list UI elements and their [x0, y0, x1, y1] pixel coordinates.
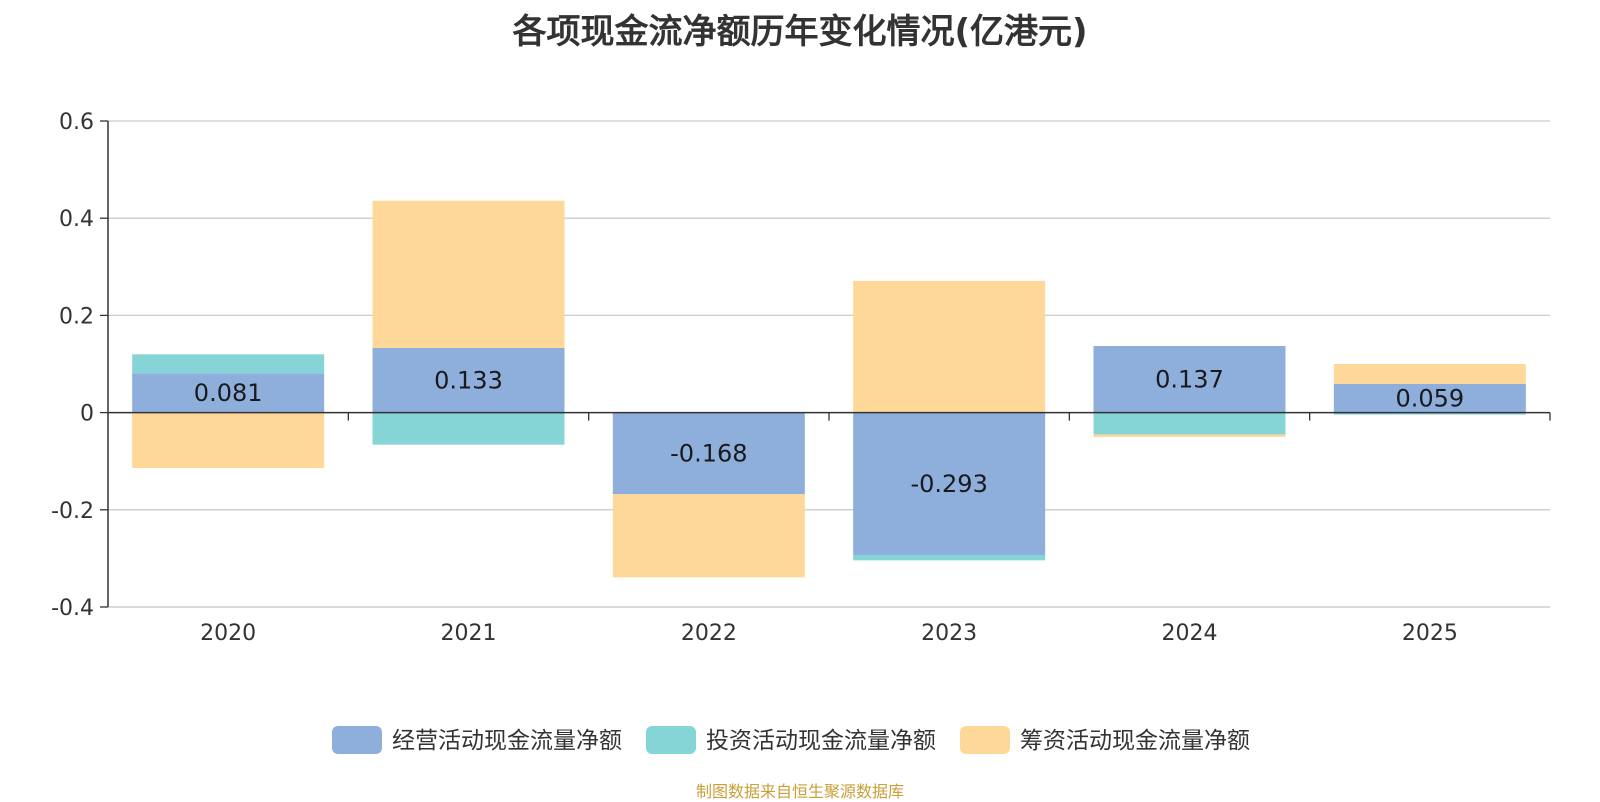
- data-label: 0.059: [1395, 384, 1464, 412]
- x-tick-label: 2020: [200, 621, 256, 646]
- bar-segment: [853, 280, 1046, 413]
- bar-segment: [132, 373, 325, 413]
- bar-segment: [372, 347, 565, 413]
- bars-layer: [132, 200, 1526, 578]
- grid-layer: [108, 120, 1550, 608]
- x-tick-label: 2023: [921, 621, 977, 646]
- source-note: 制图数据来自恒生聚源数据库: [695, 782, 904, 801]
- bar-segment: [1093, 412, 1286, 435]
- legend-swatch: [646, 726, 696, 754]
- bar-segment: [1333, 412, 1526, 415]
- bar-segment: [132, 354, 325, 374]
- y-tick-label: 0.2: [59, 304, 94, 329]
- y-tick-label: 0.6: [59, 110, 94, 135]
- legend-label: 投资活动现金流量净额: [706, 728, 936, 754]
- data-label: -0.293: [910, 470, 987, 498]
- bar-segment: [372, 200, 565, 348]
- x-tick-label: 2024: [1162, 621, 1218, 646]
- legend-layer: 经营活动现金流量净额 投资活动现金流量净额 筹资活动现金流量净额: [332, 726, 1250, 754]
- data-label: -0.168: [670, 439, 747, 467]
- bar-segment: [1333, 364, 1526, 384]
- bar-segment: [132, 412, 325, 469]
- data-label: 0.133: [434, 366, 503, 394]
- bar-segment: [1333, 383, 1526, 413]
- labels-layer: 0.081 0.133 -0.168 -0.293 0.137 0.059: [194, 365, 1464, 497]
- legend-swatch: [960, 726, 1010, 754]
- legend-label: 筹资活动现金流量净额: [1020, 728, 1250, 754]
- bar-segment: [612, 412, 805, 495]
- y-tick-label: -0.4: [51, 596, 94, 621]
- bar-segment: [853, 554, 1046, 561]
- bar-segment: [612, 494, 805, 578]
- data-label: 0.081: [194, 379, 263, 407]
- legend-label: 经营活动现金流量净额: [392, 728, 622, 754]
- y-tick-label: 0.4: [59, 207, 94, 232]
- x-tick-label: 2021: [441, 621, 497, 646]
- bar-segment: [372, 412, 565, 445]
- bar-segment: [1093, 434, 1286, 437]
- x-tick-label: 2022: [681, 621, 737, 646]
- axis-layer: 0.6 0.4 0.2 0 -0.2 -0.4 2020 2021 2022 2023 2024 20…: [51, 110, 1551, 646]
- bar-segment: [1093, 346, 1286, 413]
- y-tick-label: 0: [80, 402, 94, 427]
- y-tick-label: -0.2: [51, 499, 94, 524]
- bar-segment: [853, 412, 1046, 555]
- chart-title: 各项现金流净额历年变化情况(亿港元): [512, 12, 1088, 52]
- x-tick-label: 2025: [1402, 621, 1458, 646]
- data-label: 0.137: [1155, 365, 1224, 393]
- legend-swatch: [332, 726, 382, 754]
